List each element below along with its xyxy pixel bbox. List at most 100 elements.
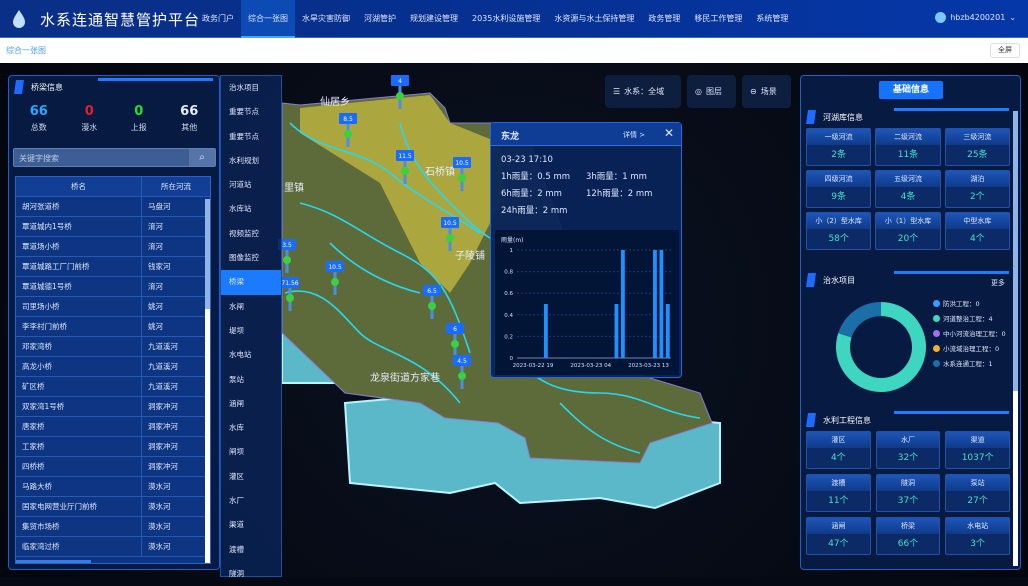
layers-button[interactable]: ◎ 图层 — [687, 75, 736, 108]
rain-station-marker[interactable]: 6.5 — [423, 285, 441, 319]
table-row[interactable]: 集贸市场桥 漠水河 — [16, 516, 210, 537]
menu-item[interactable]: 重要节点 — [229, 131, 259, 141]
rain-station-marker[interactable]: 6 — [446, 323, 464, 357]
water-system-button[interactable]: ☰ 水系：全域 — [605, 75, 681, 108]
stat-card[interactable]: 渡槽 11个 — [806, 474, 871, 512]
menu-item[interactable]: 渡槽 — [229, 544, 244, 554]
rain-station-marker[interactable]: 3.5 — [278, 239, 296, 273]
rain-station-marker[interactable]: 10.5 — [453, 157, 471, 191]
search-input[interactable]: 关键字搜索 ⌕ — [13, 148, 216, 167]
rain-station-marker[interactable]: 10.5 — [326, 261, 344, 295]
nav-item[interactable]: 系统管理 — [756, 14, 789, 23]
menu-item[interactable]: 泵站 — [229, 374, 244, 384]
menu-item[interactable]: 视频监控 — [229, 228, 259, 238]
legend-item[interactable]: 防洪工程：0 — [933, 297, 1006, 312]
nav-item[interactable]: 政务管理 — [648, 14, 681, 23]
menu-item[interactable]: 图像监控 — [229, 253, 259, 263]
nav-item[interactable]: 移民工作管理 — [694, 14, 743, 23]
stat-card[interactable]: 五级河流 4条 — [875, 170, 941, 208]
nav-item[interactable]: 规划建设管理 — [410, 14, 458, 23]
menu-item[interactable]: 桥梁 — [221, 270, 281, 295]
table-row[interactable]: 胡河张道桥 马盘河 — [16, 196, 210, 217]
table-row[interactable]: 工家桥 洞家冲河 — [16, 436, 210, 457]
menu-item[interactable]: 水电站 — [229, 350, 252, 360]
map-area[interactable]: 仙居乡 石桥镇 子陵铺 龙泉街道方家巷 里镇 4 8.5 11.5 10.5 10.5 10.5 6… — [0, 63, 1028, 578]
legend-item[interactable]: 水系连通工程：1 — [933, 357, 1006, 372]
rain-station-marker[interactable]: 4.5 — [453, 355, 471, 389]
vertical-scrollbar[interactable] — [205, 199, 210, 563]
table-row[interactable]: 马路大桥 漠水河 — [16, 476, 210, 497]
stat-card[interactable]: 隧洞 37个 — [875, 474, 941, 512]
menu-item[interactable]: 堤坝 — [229, 325, 244, 335]
stat-card[interactable]: 小（2）型水库 58个 — [806, 212, 872, 250]
column-header[interactable]: 桥名 — [16, 177, 142, 197]
nav-item[interactable]: 综合一张图 — [241, 0, 295, 38]
menu-item[interactable]: 水利规划 — [229, 155, 259, 165]
stat-card[interactable]: 四级河流 9条 — [806, 170, 872, 208]
tab-basic-info[interactable]: 基础信息 — [879, 81, 943, 99]
nav-item[interactable]: 水资源与水土保持管理 — [554, 14, 635, 23]
table-row[interactable]: 唐家桥 洞家冲河 — [16, 416, 210, 437]
table-row[interactable]: 覃道城内1号桥 淯河 — [16, 216, 210, 237]
legend-item[interactable]: 河道整治工程：4 — [933, 312, 1006, 327]
menu-item[interactable]: 河道站 — [229, 180, 252, 190]
rain-station-marker[interactable]: 4 — [391, 75, 409, 109]
close-icon[interactable]: ✕ — [663, 126, 674, 140]
stat-card[interactable]: 泵站 27个 — [945, 474, 1010, 512]
menu-item[interactable]: 闸坝 — [229, 447, 244, 457]
table-row[interactable]: 邓家湾桥 九道溪河 — [16, 336, 210, 357]
search-icon[interactable]: ⌕ — [189, 149, 215, 166]
menu-item[interactable]: 渠道 — [229, 520, 244, 530]
menu-item[interactable]: 涵闸 — [229, 398, 244, 408]
rain-station-marker[interactable]: 11.5 — [396, 150, 414, 184]
menu-item[interactable]: 水库站 — [229, 204, 252, 214]
stat-card[interactable]: 二级河流 11条 — [875, 128, 941, 166]
table-row[interactable]: 双家湾1号桥 洞家冲河 — [16, 396, 210, 417]
table-row[interactable]: 李李村门前桥 姚河 — [16, 316, 210, 337]
menu-item[interactable]: 水库 — [229, 423, 244, 433]
user-menu[interactable]: hbzb4200201 ⌄ — [935, 12, 1016, 23]
stat-card[interactable]: 水电站 3个 — [945, 517, 1010, 555]
nav-item[interactable]: 2035水利设施管理 — [472, 14, 541, 23]
stat-card[interactable]: 中型水库 4个 — [944, 212, 1010, 250]
table-row[interactable]: 覃道城路工厂门前桥 钱家河 — [16, 256, 210, 277]
stat-card[interactable]: 一级河流 2条 — [806, 128, 872, 166]
vertical-scrollbar[interactable] — [1013, 111, 1018, 566]
table-row[interactable]: 四桥桥 洞家冲河 — [16, 456, 210, 477]
nav-item[interactable]: 水旱灾害防御 — [302, 14, 350, 23]
more-link[interactable]: 更多 — [991, 279, 1005, 287]
menu-item[interactable]: 水闸 — [229, 301, 244, 311]
detail-link[interactable]: 详情 > — [623, 131, 646, 139]
stat-card[interactable]: 桥梁 66个 — [875, 517, 941, 555]
table-row[interactable]: 临家湾过桥 漠水河 — [16, 536, 210, 557]
stat-card[interactable]: 三级河流 25条 — [944, 128, 1010, 166]
stat-card[interactable]: 水厂 32个 — [875, 431, 941, 469]
rain-station-marker[interactable]: 10.5 — [441, 217, 459, 251]
legend-item[interactable]: 小流域治理工程：0 — [933, 342, 1006, 357]
nav-item[interactable]: 河湖管护 — [364, 14, 396, 23]
table-row[interactable]: 覃道场小桥 淯河 — [16, 236, 210, 257]
table-row[interactable]: 高龙小桥 九道溪河 — [16, 356, 210, 377]
stat-card[interactable]: 灌区 4个 — [806, 431, 871, 469]
rain-station-marker[interactable]: 71.56 — [281, 277, 299, 311]
breadcrumb-current[interactable]: 综合一张图 — [6, 46, 46, 55]
menu-item[interactable]: 灌区 — [229, 471, 244, 481]
menu-item[interactable]: 重要节点 — [229, 107, 259, 117]
column-header[interactable]: 所在河流 — [161, 182, 191, 191]
stat-card[interactable]: 湖泊 2个 — [944, 170, 1010, 208]
horizontal-scrollbar[interactable] — [16, 560, 91, 563]
table-row[interactable]: 司里场小桥 姚河 — [16, 296, 210, 317]
fullscreen-button[interactable]: 全屏 — [990, 43, 1020, 58]
menu-item[interactable]: 隧洞 — [229, 568, 244, 578]
table-row[interactable]: 覃道城德1号桥 淯河 — [16, 276, 210, 297]
stat-card[interactable]: 涵闸 47个 — [806, 517, 871, 555]
table-row[interactable]: 国家电网营业厅门前桥 漠水河 — [16, 496, 210, 517]
nav-item[interactable]: 政务门户 — [202, 14, 234, 23]
scene-button[interactable]: ⊖ 场景 — [742, 75, 791, 108]
rain-station-marker[interactable]: 8.5 — [339, 113, 357, 147]
menu-item[interactable]: 水厂 — [229, 496, 244, 506]
stat-card[interactable]: 小（1）型水库 20个 — [875, 212, 941, 250]
legend-item[interactable]: 中小河流治理工程：0 — [933, 327, 1006, 342]
menu-item[interactable]: 治水项目 — [229, 83, 259, 92]
stat-card[interactable]: 渠道 1037个 — [945, 431, 1010, 469]
